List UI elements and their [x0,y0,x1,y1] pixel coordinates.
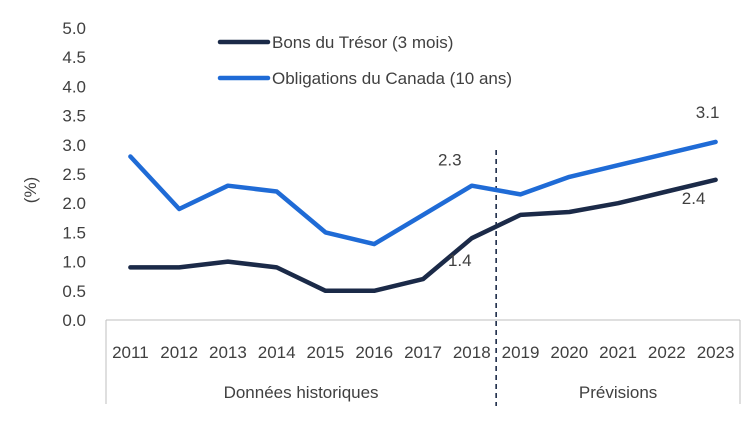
y-tick-label: 1.5 [62,223,86,242]
x-axis: 2011 2012 2013 2014 2015 2016 2017 2018 2019 2020… [105,319,741,404]
data-labels: 2.3 1.4 3.1 2.4 [438,103,719,270]
series-line-0 [128,177,718,294]
x-tick-label: 2012 [160,343,198,362]
y-tick-label: 3.5 [62,107,86,126]
legend-label-0: Bons du Trésor (3 mois) [272,33,453,52]
legend: Bons du Trésor (3 mois) Obligations du Ca… [217,33,512,88]
x-tick-label: 2019 [502,343,540,362]
y-tick-label: 1.0 [62,253,86,272]
y-axis: 0.0 0.5 1.0 1.5 2.0 2.5 3.0 3.5 4.0 4.5 5.0 [62,19,86,330]
x-tick-label: 2015 [307,343,345,362]
series-layer [128,139,718,294]
x-axis-groups: Données historiques Prévisions [224,150,657,406]
x-tick-label: 2018 [453,343,491,362]
y-tick-label: 3.0 [62,136,86,155]
data-label: 2.4 [682,189,706,208]
data-label: 1.4 [448,251,472,270]
x-tick-label: 2023 [697,343,735,362]
x-tick-label: 2016 [355,343,393,362]
y-tick-label: 2.0 [62,194,86,213]
y-tick-label: 4.0 [62,77,86,96]
x-group-label: Données historiques [224,383,379,402]
y-tick-label: 4.5 [62,48,86,67]
y-axis-label: (%) [21,177,40,203]
data-label: 3.1 [696,103,720,122]
y-tick-label: 5.0 [62,19,86,38]
data-label: 2.3 [438,151,462,170]
legend-label-1: Obligations du Canada (10 ans) [272,69,512,88]
x-group-label: Prévisions [579,383,657,402]
series-line-1 [128,139,718,247]
x-tick-label: 2020 [550,343,588,362]
x-tick-label: 2021 [599,343,637,362]
x-tick-label: 2011 [112,343,149,362]
y-tick-label: 0.5 [62,282,86,301]
y-tick-label: 2.5 [62,165,86,184]
x-tick-label: 2013 [209,343,247,362]
x-tick-label: 2022 [648,343,686,362]
x-tick-label: 2014 [258,343,296,362]
x-tick-label: 2017 [404,343,442,362]
y-tick-label: 0.0 [62,311,86,330]
